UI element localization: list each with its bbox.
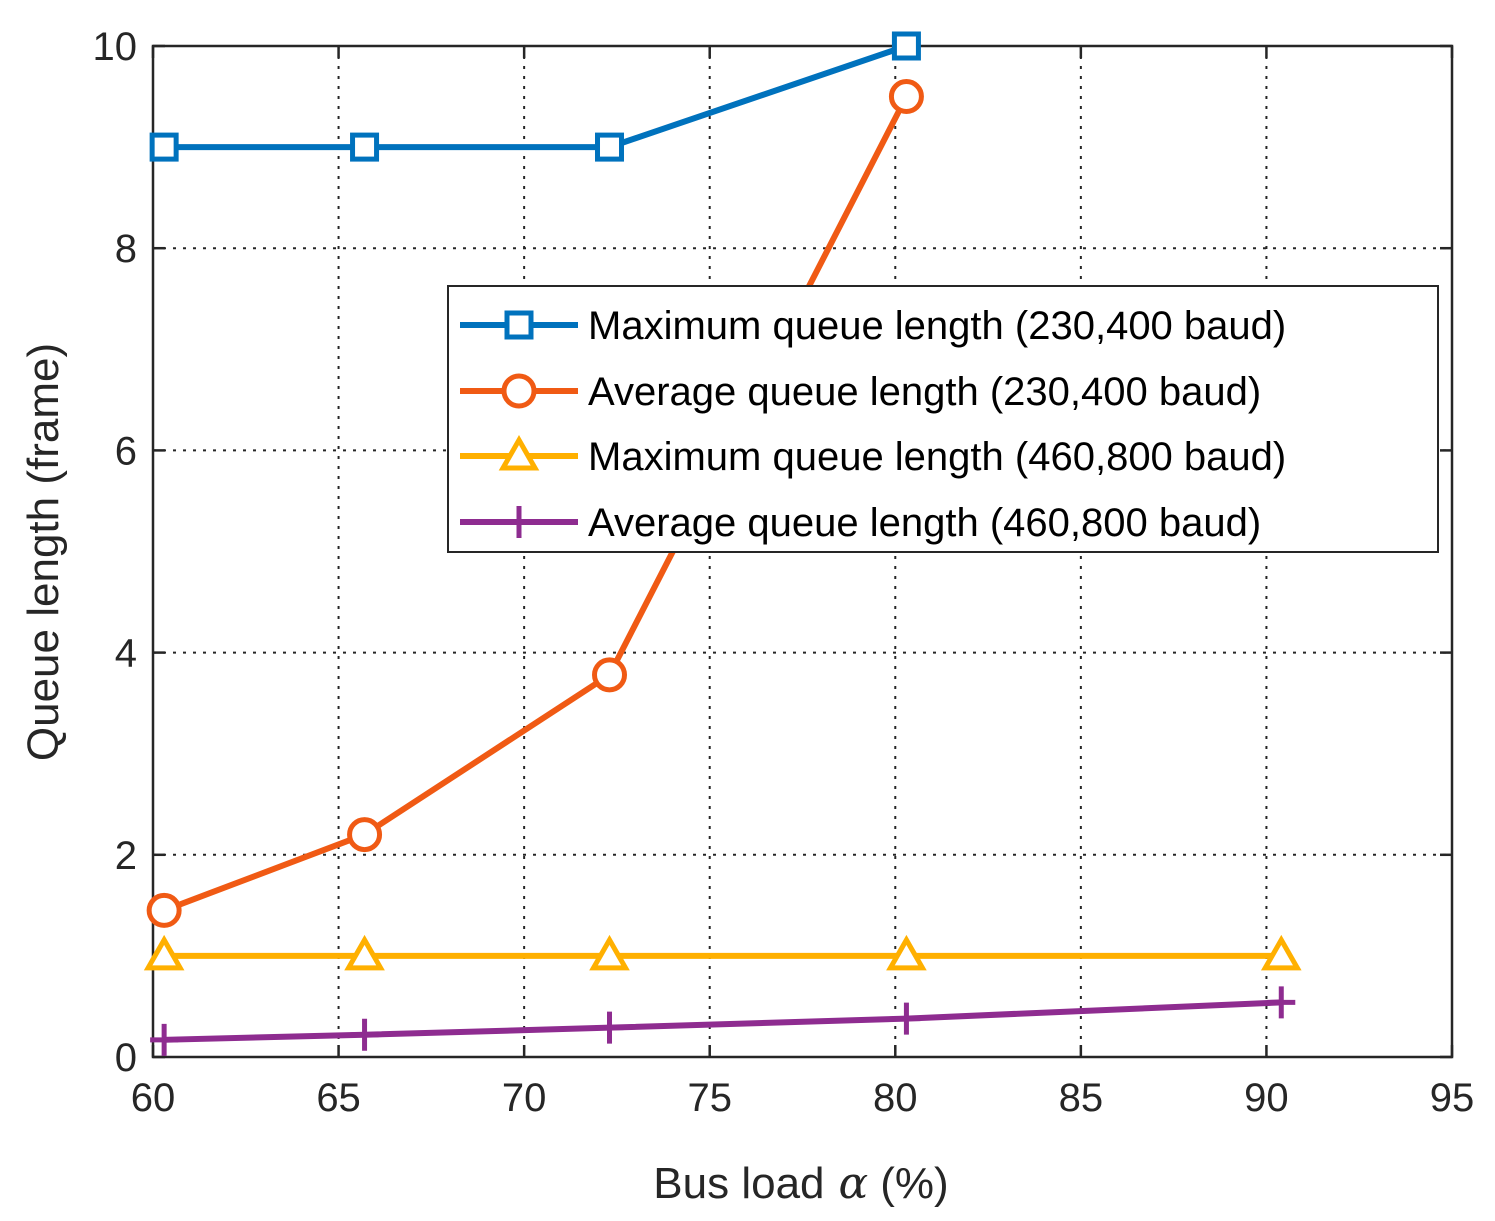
data-point [146,892,182,928]
series-4 [150,986,1296,1056]
legend: Maximum queue length (230,400 baud) Avera… [447,285,1439,553]
x-tick-label: 70 [502,1076,547,1120]
x-tick-label: 80 [873,1076,918,1120]
legend-marker [501,373,537,409]
legend-entry: Maximum queue length (460,800 baud) [460,434,1286,479]
y-tick-label: 8 [115,227,137,271]
x-tick-label: 95 [1430,1076,1475,1120]
grid-lines [153,46,1452,1057]
data-point [143,934,185,971]
legend-box [447,285,1439,553]
data-point [892,1002,921,1035]
axis-ticks: 60 65 70 75 80 85 90 95 0 2 4 6 8 10 [93,25,1475,1120]
series-line [164,43,908,151]
legend-marker [505,506,533,538]
x-axis-label-text: Bus load [653,1159,824,1208]
y-axis-label: Queue length (frame) [19,343,68,761]
x-axis-label-unit: (%) [880,1159,948,1208]
legend-entry: Maximum queue length (230,400 baud) [460,304,1286,348]
series-1 [149,31,921,162]
data-point [595,1011,624,1044]
x-tick-label: 85 [1059,1076,1104,1120]
data-point [350,132,380,162]
legend-label: Average queue length (460,800 baud) [588,501,1261,545]
data-point [888,79,924,115]
data-point [592,657,628,693]
legend-label: Maximum queue length (460,800 baud) [588,435,1286,479]
data-point [891,31,921,61]
x-tick-label: 75 [687,1076,732,1120]
legend-marker [504,310,534,340]
data-point [150,1023,179,1056]
data-point [344,934,385,971]
data-point [1260,934,1302,971]
y-tick-label: 10 [93,25,138,69]
series-layer [143,31,1302,1056]
series-3 [143,934,1302,971]
x-axis-label: Bus load α (%) [653,1158,948,1209]
data-point [595,132,625,162]
data-point [1267,986,1296,1019]
legend-label: Average queue length (230,400 baud) [588,370,1261,414]
data-point [347,817,383,853]
legend-label: Maximum queue length (230,400 baud) [588,304,1286,348]
data-point [589,934,630,971]
legend-entry: Average queue length (460,800 baud) [460,501,1261,545]
series-line [164,999,1282,1043]
y-tick-label: 2 [115,834,137,878]
data-point [149,132,179,162]
data-point [886,934,927,971]
legend-entry: Average queue length (230,400 baud) [460,370,1261,414]
y-tick-label: 0 [115,1036,137,1080]
plot-area-frame [151,44,1454,1059]
x-tick-label: 90 [1244,1076,1289,1120]
legend-marker [498,434,540,471]
x-tick-label: 60 [131,1076,176,1120]
y-tick-label: 6 [115,429,137,473]
y-tick-label: 4 [115,632,137,676]
x-axis-label-symbol: α [839,1158,869,1209]
data-point [350,1018,379,1051]
x-tick-label: 65 [316,1076,361,1120]
